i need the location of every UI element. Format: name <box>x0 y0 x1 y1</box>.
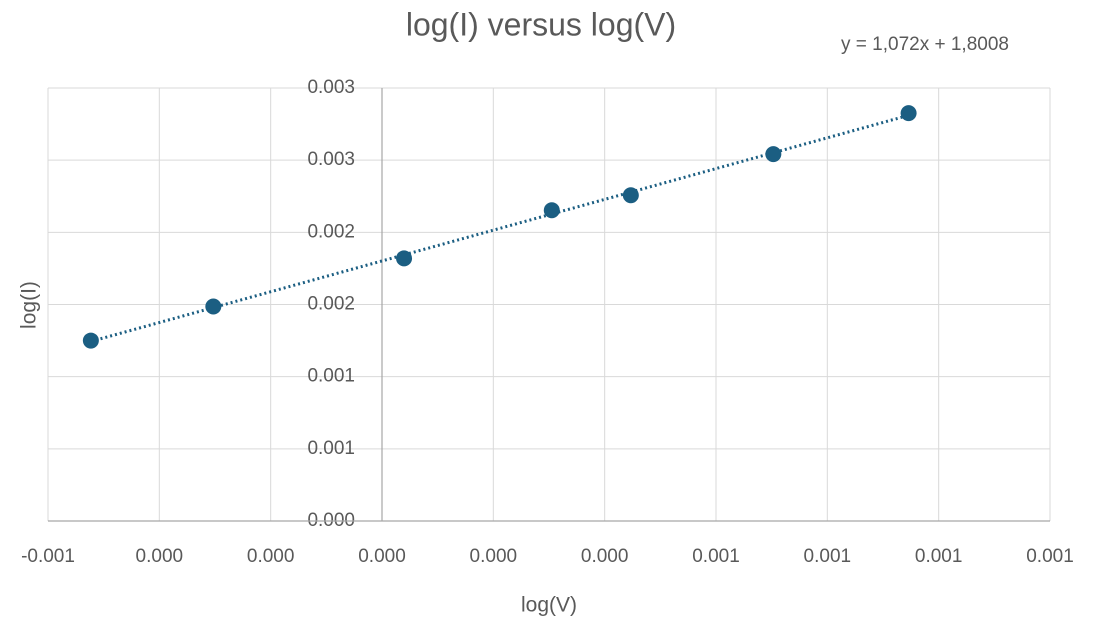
y-tick-label: 0.001 <box>307 366 355 387</box>
data-point <box>205 298 222 315</box>
x-tick-label: 0.000 <box>136 546 184 567</box>
trendline-equation: y = 1,072x + 1,8008 <box>841 34 1009 55</box>
x-axis-title: log(V) <box>521 594 577 617</box>
y-tick-label: 0.003 <box>307 77 355 98</box>
x-tick-label: 0.001 <box>1026 546 1074 567</box>
data-point <box>543 202 560 219</box>
data-point <box>396 250 413 267</box>
x-tick-label: 0.001 <box>804 546 852 567</box>
data-point <box>765 146 782 163</box>
data-point <box>900 105 917 122</box>
y-tick-label: 0.002 <box>307 221 355 242</box>
data-point <box>622 187 639 204</box>
y-tick-label: 0.002 <box>307 294 355 315</box>
x-tick-label: 0.001 <box>692 546 740 567</box>
x-tick-label: 0.000 <box>358 546 406 567</box>
y-tick-label: 0.001 <box>307 438 355 459</box>
chart-title: log(I) versus log(V) <box>406 6 676 42</box>
y-axis-title: log(I) <box>18 281 41 329</box>
x-tick-label: -0.001 <box>21 546 75 567</box>
y-tick-label: 0.003 <box>307 149 355 170</box>
x-tick-label: 0.000 <box>470 546 518 567</box>
x-tick-label: 0.000 <box>581 546 629 567</box>
data-point <box>82 332 99 349</box>
trendline <box>90 113 910 343</box>
x-tick-label: 0.001 <box>915 546 963 567</box>
x-tick-label: 0.000 <box>247 546 295 567</box>
